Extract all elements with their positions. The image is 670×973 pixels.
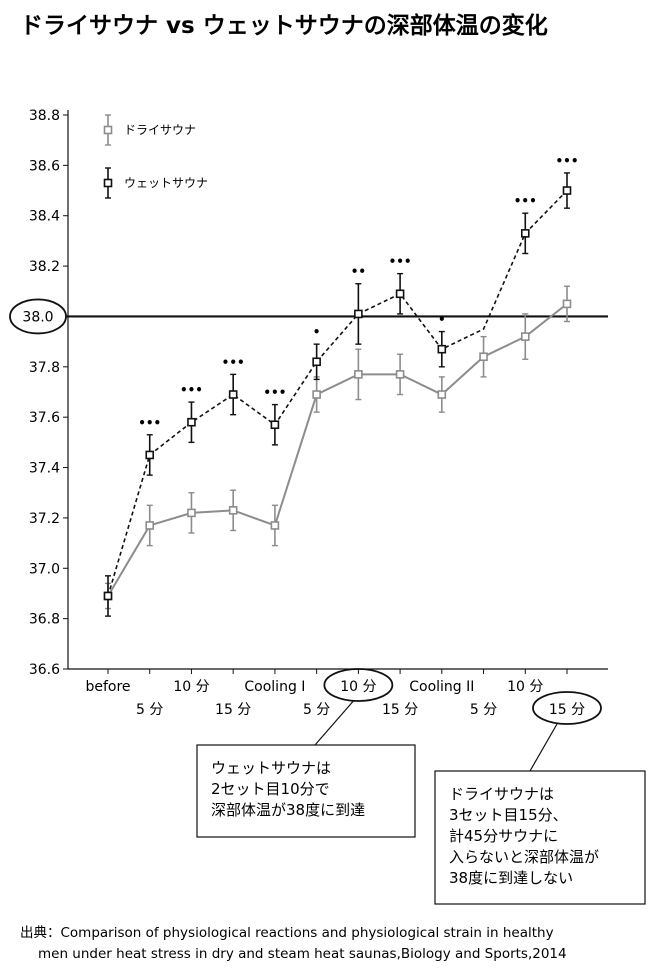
x-tick-label: 5 分: [303, 702, 330, 718]
annotation-text: 2セット目10分で: [211, 780, 330, 798]
significance-mark: •••: [514, 194, 537, 208]
significance-mark: •••: [222, 355, 245, 369]
legend-label: ドライサウナ: [124, 123, 196, 137]
x-tick-label: before: [85, 679, 130, 695]
highlight-circle-15min: [532, 691, 602, 725]
axes-group: 36.6 36.8 37.0 37.2 37.4 37.6 37.8 38.2 38.4 38.6…: [9, 108, 608, 725]
significance-mark: •: [313, 325, 321, 339]
y-tick-label: 38.2: [29, 259, 60, 275]
y-tick-label: 38.6: [29, 158, 60, 174]
series-line-wet: [107, 189, 568, 597]
y-tick-label: 38.4: [29, 209, 60, 225]
data-point: [562, 299, 572, 309]
data-point: [437, 344, 447, 354]
reference-label-circle: [9, 298, 67, 335]
annotation-text: ドライサウナは: [449, 785, 554, 803]
annotation-box: [434, 770, 646, 905]
significance-mark: •••: [138, 416, 161, 430]
annotation-text: 入らないと深部体温が: [449, 848, 599, 866]
data-point: [228, 390, 238, 399]
data-point: [312, 357, 321, 367]
data-point: [187, 508, 196, 518]
data-point: [187, 417, 196, 427]
data-point: [312, 390, 321, 399]
data-point: [437, 390, 447, 399]
data-point: [145, 521, 155, 530]
significance-mark: ••: [351, 265, 366, 279]
x-tick-label: 10 分: [173, 679, 209, 695]
significance-mark: •••: [555, 154, 578, 168]
data-point: [270, 420, 280, 430]
highlight-circle-10min: [323, 668, 394, 702]
annotation-text: 38度に到達しない: [449, 869, 573, 887]
data-point: [354, 370, 363, 379]
series-group: •••••••••••••••••••••••••: [103, 154, 579, 617]
annotation-text: 計45分サウナに: [449, 827, 558, 845]
source-line-1: 出典：Comparison of physiological reactions…: [20, 925, 554, 941]
significance-mark: •: [438, 313, 446, 327]
reference-label: 38.0: [22, 309, 53, 325]
x-tick-label: 5 分: [136, 702, 163, 718]
legend-marker: [103, 178, 113, 188]
annotation-leader: [529, 723, 558, 772]
data-point: [395, 289, 405, 299]
series-line-dry: [107, 303, 568, 597]
x-tick-label: 15 分: [382, 702, 418, 718]
annotation-text: 深部体温が38度に到達: [211, 801, 365, 819]
x-tick-label: Cooling II: [409, 679, 474, 695]
data-point: [520, 332, 530, 341]
data-point: [270, 521, 280, 530]
data-point: [479, 352, 488, 362]
x-tick-label: 5 分: [470, 702, 497, 718]
y-tick-label: 37.0: [29, 561, 60, 577]
y-tick-label: 37.6: [29, 410, 60, 426]
significance-mark: •••: [263, 386, 286, 400]
y-tick-label: 37.2: [29, 511, 60, 527]
significance-mark: •••: [180, 383, 203, 397]
y-tick-label: 36.8: [29, 612, 60, 628]
annotation-box: [196, 744, 416, 838]
x-tick-label: 10 分: [340, 679, 376, 695]
data-point: [562, 186, 572, 195]
x-tick-label: 15 分: [215, 702, 251, 718]
y-tick-label: 37.4: [29, 461, 60, 477]
data-point: [354, 309, 363, 319]
data-point: [103, 591, 113, 601]
x-tick-label: Cooling I: [244, 679, 305, 695]
data-point: [228, 506, 238, 515]
y-tick-label: 38.8: [29, 108, 60, 124]
significance-mark: •••: [389, 255, 412, 269]
source-line-2: men under heat stress in dry and steam h…: [38, 946, 567, 962]
data-point: [520, 229, 530, 238]
y-tick-label: 37.8: [29, 360, 60, 376]
y-tick-label: 36.6: [29, 662, 60, 678]
annotation-text: ウェットサウナは: [211, 759, 331, 777]
legend-marker: [103, 125, 113, 135]
annotation-text: 3セット目15分、: [449, 806, 568, 824]
x-tick-label: 15 分: [549, 702, 585, 718]
chart-title: ドライサウナ vs ウェットサウナの深部体温の変化: [20, 12, 548, 39]
legend-label: ウェットサウナ: [124, 176, 208, 190]
data-point: [395, 370, 405, 379]
data-point: [145, 450, 155, 460]
x-tick-label: 10 分: [507, 679, 543, 695]
annotation-leader: [314, 700, 354, 746]
